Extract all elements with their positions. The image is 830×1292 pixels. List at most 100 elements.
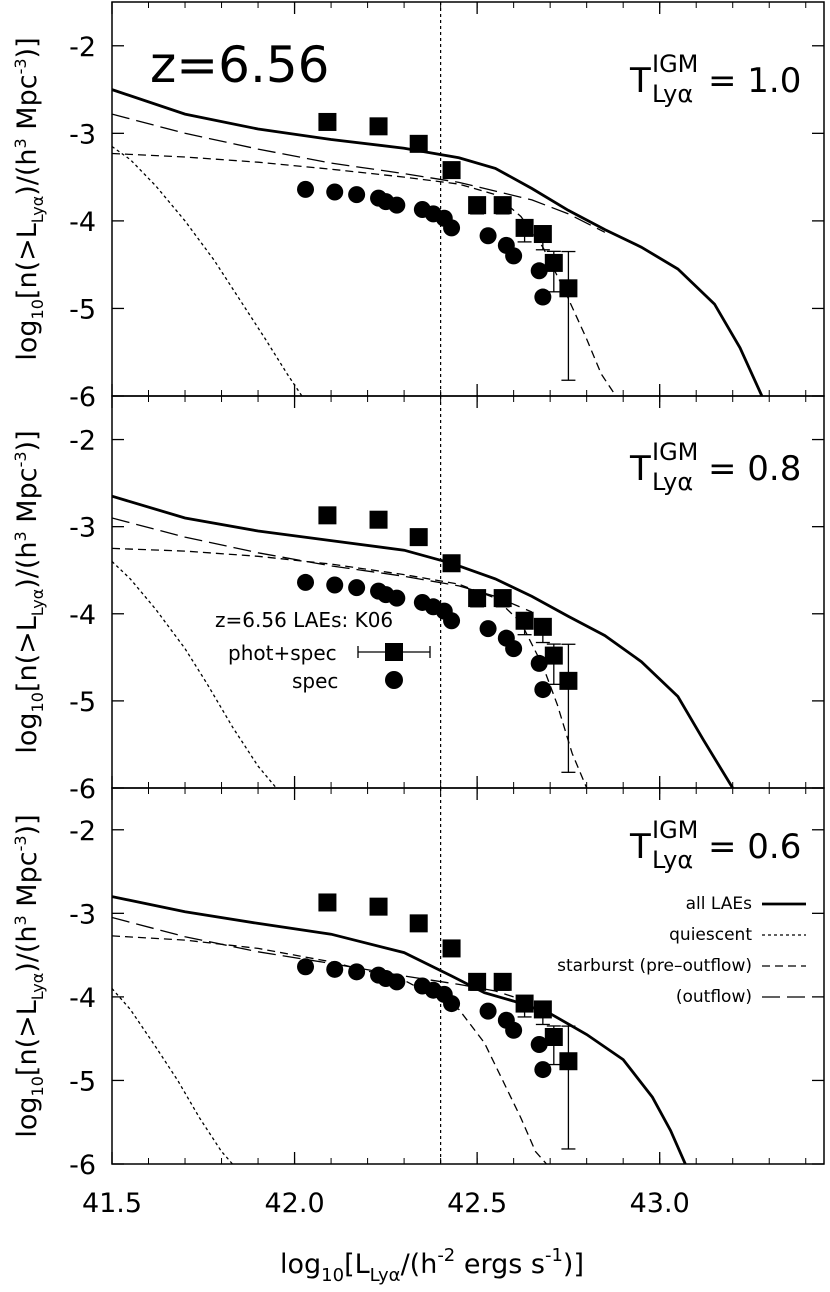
y-title-part: 10 — [28, 299, 47, 319]
y-title-part: Mpc — [12, 74, 43, 138]
y-title-part: )/(h — [12, 925, 43, 972]
data-point-phot-spec — [544, 646, 563, 665]
redshift-title: z=6.56 — [150, 36, 329, 94]
data-point-spec — [297, 958, 315, 976]
svg-text:log10[LLyα/(h-2 ergs s-1)]: log10[LLyα/(h-2 ergs s-1)] — [280, 1245, 584, 1286]
data-point-phot-spec — [369, 117, 388, 136]
t-sub: Lyα — [652, 468, 693, 496]
plot-layer: -2 -3 -4 -5 -6 -2 -3 -4 -5 -6 -2 -3 -4 -5 -6 41.5 42.0 42… — [69, 2, 824, 1219]
y-axis-title: log10[n(>LLyα)/(h3 Mpc-3)] — [11, 430, 47, 753]
data-point-spec — [326, 183, 344, 201]
plot-panel-top: -2 -3 -4 -5 -6 — [69, 2, 824, 413]
transmission-label-top: T IGM Lyα = 1.0 — [629, 50, 801, 108]
data-point-spec — [505, 247, 523, 265]
transmission-label-middle: T IGM Lyα = 0.8 — [629, 438, 801, 496]
legend-item-outflow: (outflow) — [676, 987, 752, 1007]
y-title-part: 3 — [11, 138, 30, 148]
y-title-part: [n(>L — [12, 223, 43, 299]
t-value: = 1.0 — [708, 61, 801, 101]
y-axis-title: log10[n(>LLyα)/(h3 Mpc-3)] — [11, 37, 47, 360]
data-point-phot-spec — [318, 506, 337, 525]
x-axis-title: log10[LLyα/(h-2 ergs s-1)] — [280, 1245, 584, 1286]
y-title-part: )] — [12, 430, 43, 451]
legend-title: z=6.56 LAEs: K06 — [215, 608, 393, 632]
x-title-rest-sub: Lyα — [370, 1265, 401, 1286]
y-title-part: [n(>L — [12, 616, 43, 692]
y-title-part: Lyα — [28, 973, 47, 1000]
y-tick-label: -6 — [69, 774, 96, 805]
data-point-spec — [348, 963, 366, 981]
data-point-spec — [348, 579, 366, 597]
series-all-laes — [112, 895, 687, 1164]
x-tick-label: 41.5 — [82, 1188, 142, 1219]
data-point-spec — [479, 620, 497, 638]
data-point-phot-spec — [559, 1052, 578, 1071]
y-title-part: 3 — [11, 531, 30, 541]
data-point-phot-spec — [493, 972, 512, 991]
data-point-phot-spec — [468, 972, 487, 991]
x-tick-label: 43.0 — [630, 1188, 690, 1219]
data-point-phot-spec — [559, 279, 578, 298]
y-title-part: )] — [12, 37, 43, 58]
legend-item-phot-spec: phot+spec — [228, 641, 337, 665]
y-tick-label: -6 — [69, 382, 96, 413]
t-sup: IGM — [652, 438, 698, 466]
y-tick-label: -4 — [69, 983, 96, 1014]
y-title-part: Lyα — [28, 589, 47, 616]
data-point-spec — [530, 1036, 548, 1054]
y-title-part: log — [12, 319, 43, 360]
series-starburst-pre-outflow — [112, 152, 617, 396]
data-point-spec — [326, 960, 344, 978]
data-point-spec — [297, 180, 315, 198]
data-point-phot-spec — [515, 611, 534, 630]
y-tick-label: -6 — [69, 1150, 96, 1181]
data-point-spec — [443, 612, 461, 630]
data-point-phot-spec — [318, 893, 337, 912]
data-point-phot-spec — [533, 225, 552, 244]
t-value: = 0.8 — [708, 449, 801, 489]
y-tick-label: -2 — [69, 426, 96, 457]
data-point-spec — [348, 186, 366, 204]
x-title-log: log — [280, 1249, 321, 1280]
data-point-spec — [530, 654, 548, 672]
x-tick-label: 42.0 — [265, 1188, 325, 1219]
data-point-spec — [534, 288, 552, 306]
data-point-phot-spec — [369, 510, 388, 529]
data-point-spec — [479, 227, 497, 245]
data-point-spec — [388, 196, 406, 214]
t-sub: Lyα — [652, 80, 693, 108]
y-title-part: Mpc — [12, 467, 43, 531]
y-tick-label: -5 — [69, 1066, 96, 1097]
y-title-part: -3 — [11, 835, 30, 851]
data-point-phot-spec — [468, 589, 487, 608]
t-sup: IGM — [652, 816, 698, 844]
y-tick-label: -3 — [69, 513, 96, 544]
x-title-rest2: /(h — [401, 1249, 438, 1280]
data-point-phot-spec — [493, 196, 512, 215]
y-title-part: Lyα — [28, 196, 47, 223]
y-title-part: -3 — [11, 58, 30, 74]
data-point-phot-spec — [544, 253, 563, 272]
x-title-sub: 10 — [321, 1265, 344, 1286]
y-title-part: log — [12, 712, 43, 753]
t-sup: IGM — [652, 50, 698, 78]
panel-top: z=6.56 T IGM Lyα = 1.0 — [111, 1, 825, 397]
x-tick-label: 42.5 — [447, 1188, 507, 1219]
series-outflow — [112, 916, 514, 998]
t-value: = 0.6 — [708, 827, 801, 867]
data-point-phot-spec — [468, 196, 487, 215]
y-tick-label: -3 — [69, 899, 96, 930]
y-title-part: 3 — [11, 915, 30, 925]
data-point-phot-spec — [369, 897, 388, 916]
legend-square-marker — [385, 643, 403, 661]
t-symbol: T — [629, 61, 651, 101]
x-title-rest: [L — [344, 1249, 370, 1280]
legend-item-spec: spec — [292, 669, 338, 693]
data-point-spec — [505, 640, 523, 658]
y-axis-titles: log10[n(>LLyα)/(h3 Mpc-3)]log10[n(>LLyα)… — [11, 37, 47, 1137]
y-title-part: )] — [12, 814, 43, 835]
data-point-phot-spec — [409, 914, 428, 933]
series-outflow — [112, 113, 606, 233]
data-point-phot-spec — [533, 617, 552, 636]
t-sub: Lyα — [652, 846, 693, 874]
